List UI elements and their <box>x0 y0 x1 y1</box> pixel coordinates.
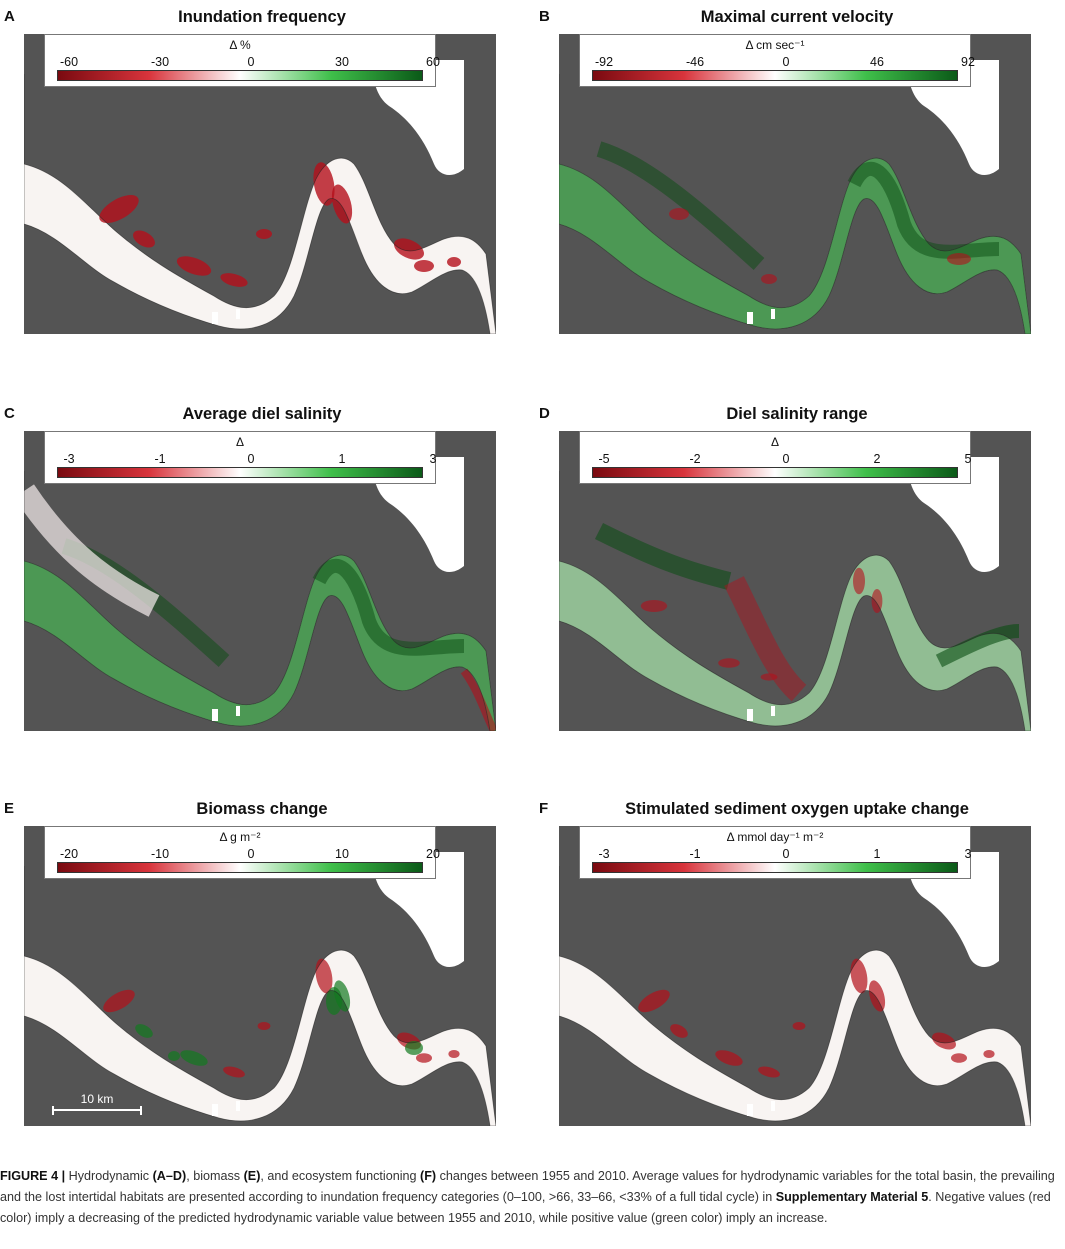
colorbar-tick: 3 <box>964 847 972 861</box>
colorbar-unit: Δ <box>235 435 244 449</box>
colorbar-tick: 1 <box>873 847 881 861</box>
colorbar-tick: -3 <box>598 847 610 861</box>
caption-text-4: changes between 1955 and 2010. Average v… <box>0 1169 1055 1204</box>
caption-bold-3: (F) <box>420 1169 437 1183</box>
caption-text-2: , biomass <box>186 1169 244 1183</box>
map-panel-f: F Stimulated sediment oxygen uptake chan… <box>537 800 1057 1145</box>
panel-letter: C <box>4 405 15 422</box>
colorbar: Δ g m⁻² -20 -10 0 10 20 <box>44 826 440 879</box>
figure-caption: FIGURE 4 | Hydrodynamic (A–D), biomass (… <box>0 1166 1062 1229</box>
colorbar-tick: -92 <box>594 55 614 69</box>
map-panel-e: E Biomass change Δ g m⁻² -20 -10 0 10 20 10 … <box>2 800 522 1145</box>
colorbar-tick: -30 <box>150 55 170 69</box>
colorbar-tick: 46 <box>870 55 884 69</box>
colorbar-tick: 0 <box>782 55 790 69</box>
scale-bar-label: 10 km <box>80 1092 114 1106</box>
panel-title: Diel salinity range <box>726 405 868 423</box>
caption-bold-1: (A–D) <box>152 1169 187 1183</box>
colorbar-gradient <box>592 467 958 478</box>
panel-title: Inundation frequency <box>178 8 346 26</box>
colorbar-tick: 60 <box>426 55 440 69</box>
colorbar-unit: Δ g m⁻² <box>219 830 261 844</box>
colorbar-gradient <box>57 862 423 873</box>
panel-title: Maximal current velocity <box>700 8 894 26</box>
colorbar-gradient <box>592 862 958 873</box>
colorbar-unit: Δ % <box>229 38 251 52</box>
colorbar-tick: -1 <box>154 452 166 466</box>
colorbar-tick: 0 <box>782 847 790 861</box>
colorbar-tick: -46 <box>685 55 705 69</box>
map-panel-d: D Diel salinity range Δ -5 -2 0 2 5 <box>537 405 1057 750</box>
panel-title: Stimulated sediment oxygen uptake change <box>625 800 969 818</box>
colorbar-gradient <box>592 70 958 81</box>
map-panel-b: B Maximal current velocity Δ cm sec⁻¹ -9… <box>537 8 1057 353</box>
colorbar-tick: -3 <box>63 452 75 466</box>
colorbar-tick: -2 <box>689 452 701 466</box>
colorbar-tick: -1 <box>689 847 701 861</box>
colorbar-tick: -60 <box>59 55 79 69</box>
colorbar-tick: 0 <box>782 452 790 466</box>
colorbar-gradient <box>57 70 423 81</box>
panel-letter: F <box>539 800 549 817</box>
colorbar-tick: 0 <box>247 55 255 69</box>
colorbar: Δ % -60 -30 0 30 60 <box>44 34 440 87</box>
panel-letter: B <box>539 8 550 25</box>
caption-text-5: . Negative values (red color) imply a de… <box>0 1190 1051 1225</box>
colorbar-tick: 2 <box>873 452 881 466</box>
map-panel-c: C Average diel salinity Δ -3 -1 0 1 3 <box>2 405 522 750</box>
colorbar-tick: 10 <box>335 847 349 861</box>
colorbar-tick: 92 <box>961 55 975 69</box>
panel-title: Average diel salinity <box>182 405 342 423</box>
scale-bar: 10 km <box>52 1092 142 1115</box>
colorbar-tick: -5 <box>598 452 610 466</box>
colorbar-tick: -10 <box>150 847 170 861</box>
colorbar-unit: Δ mmol day⁻¹ m⁻² <box>726 830 824 844</box>
colorbar-tick: 3 <box>429 452 437 466</box>
panel-letter: D <box>539 405 550 422</box>
colorbar-tick: 20 <box>426 847 440 861</box>
caption-link-supplementary[interactable]: Supplementary Material 5 <box>775 1190 929 1204</box>
colorbar-tick: 5 <box>964 452 972 466</box>
caption-figure-label: FIGURE 4 | <box>0 1169 66 1183</box>
colorbar: Δ -5 -2 0 2 5 <box>579 431 971 484</box>
colorbar: Δ mmol day⁻¹ m⁻² -3 -1 0 1 3 <box>579 826 971 879</box>
map-panel-a: A Inundation frequency Δ % -60 -30 0 30 60 <box>2 8 522 353</box>
colorbar-unit: Δ cm sec⁻¹ <box>745 38 805 52</box>
caption-bold-2: (E) <box>243 1169 261 1183</box>
caption-text-3: , and ecosystem functioning <box>260 1169 421 1183</box>
panel-letter: A <box>4 8 15 25</box>
colorbar: Δ -3 -1 0 1 3 <box>44 431 436 484</box>
colorbar-gradient <box>57 467 423 478</box>
panel-title: Biomass change <box>196 800 328 818</box>
colorbar-tick: 1 <box>338 452 346 466</box>
caption-text-1: Hydrodynamic <box>65 1169 153 1183</box>
colorbar-tick: 0 <box>247 847 255 861</box>
colorbar-tick: 0 <box>247 452 255 466</box>
colorbar: Δ cm sec⁻¹ -92 -46 0 46 92 <box>579 34 975 87</box>
colorbar-tick: 30 <box>335 55 349 69</box>
panel-letter: E <box>4 800 15 817</box>
colorbar-unit: Δ <box>770 435 779 449</box>
colorbar-tick: -20 <box>59 847 79 861</box>
